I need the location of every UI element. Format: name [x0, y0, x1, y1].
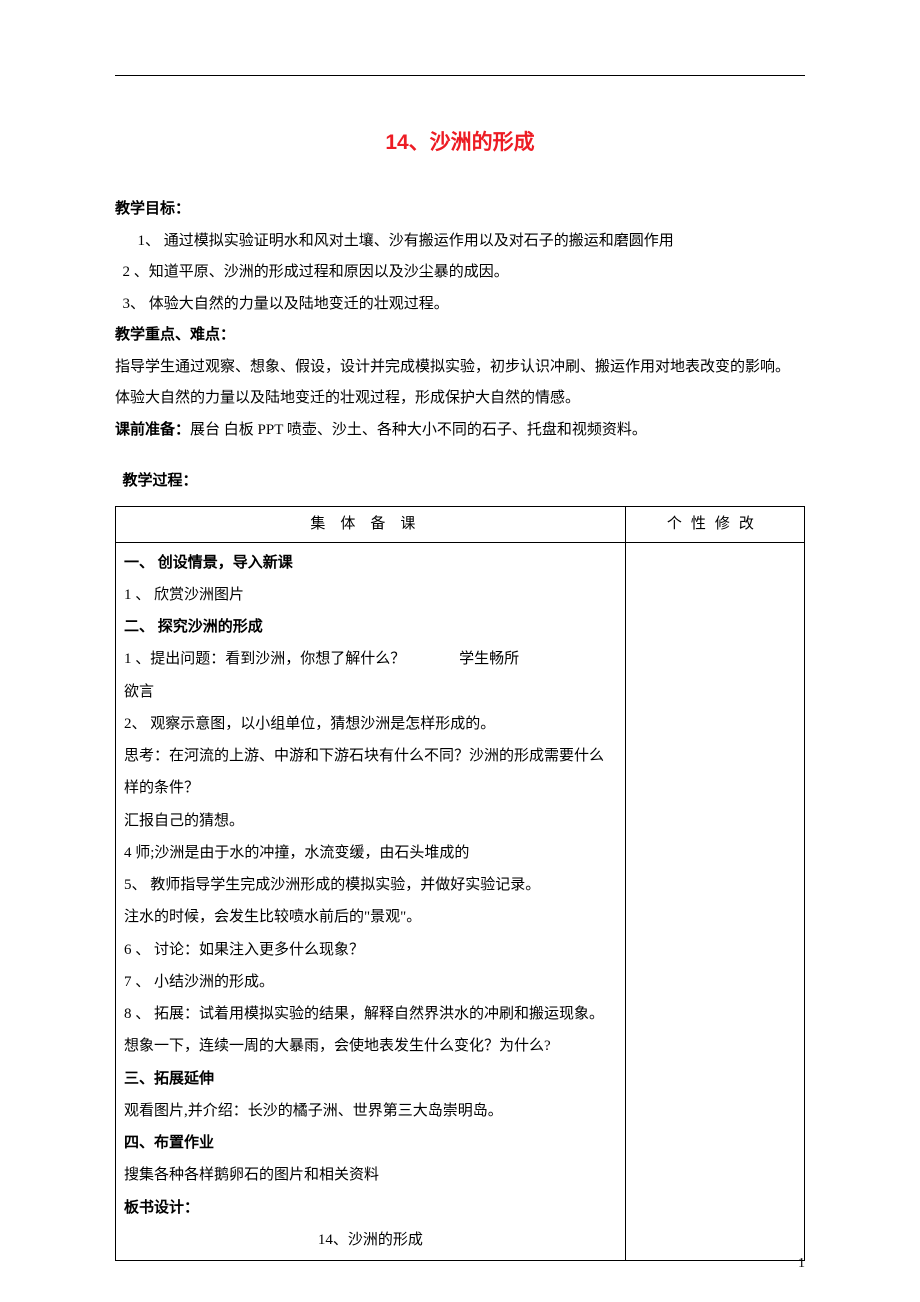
table-body-row: 一、 创设情景，导入新课 1 、 欣赏沙洲图片 二、 探究沙洲的形成 1 、提出… — [116, 542, 805, 1261]
line-5: 汇报自己的猜想。 — [124, 805, 617, 837]
line-11: 8 、 拓展：试着用模拟实验的结果，解释自然界洪水的冲刷和搬运现象。想象一下，连… — [124, 998, 617, 1063]
spacer — [115, 446, 805, 466]
line-3: 2、 观察示意图，以小组单位，猜想沙洲是怎样形成的。 — [124, 708, 617, 740]
section-4-heading: 四、布置作业 — [124, 1127, 617, 1159]
document-title: 14、沙洲的形成 — [115, 126, 805, 156]
line-13: 搜集各种各样鹅卵石的图片和相关资料 — [124, 1159, 617, 1191]
prep-text: 展台 白板 PPT 喷壶、沙土、各种大小不同的石子、托盘和视频资料。 — [190, 422, 647, 438]
goal-item-3: 3、 体验大自然的力量以及陆地变迁的壮观过程。 — [115, 289, 805, 321]
table-content-cell: 一、 创设情景，导入新课 1 、 欣赏沙洲图片 二、 探究沙洲的形成 1 、提出… — [116, 542, 626, 1261]
line-6: 4 师;沙洲是由于水的冲撞，水流变缓，由石头堆成的 — [124, 837, 617, 869]
page-container: 14、沙洲的形成 教学目标： 1、 通过模拟实验证明水和风对土壤、沙有搬运作用以… — [0, 0, 920, 1302]
table-notes-cell — [625, 542, 804, 1261]
page-number: 1 — [798, 1256, 805, 1272]
lesson-plan-table: 集体备课 个性修改 一、 创设情景，导入新课 1 、 欣赏沙洲图片 二、 探究沙… — [115, 506, 805, 1262]
goals-label: 教学目标： — [115, 194, 805, 226]
line-1: 1 、 欣赏沙洲图片 — [124, 579, 617, 611]
focus-label: 教学重点、难点： — [115, 320, 805, 352]
goal-item-2: 2 、知道平原、沙洲的形成过程和原因以及沙尘暴的成因。 — [115, 257, 805, 289]
prep-line: 课前准备：展台 白板 PPT 喷壶、沙土、各种大小不同的石子、托盘和视频资料。 — [115, 415, 805, 447]
focus-item-1: 指导学生通过观察、想象、假设，设计并完成模拟实验，初步认识冲刷、搬运作用对地表改… — [115, 352, 805, 384]
top-divider — [115, 75, 805, 76]
line-7: 5、 教师指导学生完成沙洲形成的模拟实验，并做好实验记录。 — [124, 869, 617, 901]
line-9: 6 、 讨论：如果注入更多什么现象？ — [124, 934, 617, 966]
line-12: 观看图片,并介绍：长沙的橘子洲、世界第三大岛崇明岛。 — [124, 1095, 617, 1127]
process-label: 教学过程： — [115, 466, 805, 498]
line-14: 14、沙洲的形成 — [124, 1224, 617, 1256]
focus-item-2: 体验大自然的力量以及陆地变迁的壮观过程，形成保护大自然的情感。 — [115, 383, 805, 415]
table-header-row: 集体备课 个性修改 — [116, 506, 805, 542]
line-2a-right: 学生畅所 — [459, 651, 519, 667]
board-design-heading: 板书设计： — [124, 1192, 617, 1224]
section-1-heading: 一、 创设情景，导入新课 — [124, 547, 617, 579]
section-2-heading: 二、 探究沙洲的形成 — [124, 611, 617, 643]
goal-item-1: 1、 通过模拟实验证明水和风对土壤、沙有搬运作用以及对石子的搬运和磨圆作用 — [115, 226, 805, 258]
table-header-right: 个性修改 — [625, 506, 804, 542]
line-4: 思考：在河流的上游、中游和下游石块有什么不同？沙洲的形成需要什么样的条件？ — [124, 740, 617, 805]
prep-label: 课前准备： — [115, 422, 190, 438]
line-2a: 1 、提出问题：看到沙洲，你想了解什么？学生畅所 — [124, 643, 617, 675]
line-2b: 欲言 — [124, 676, 617, 708]
line-2a-left: 1 、提出问题：看到沙洲，你想了解什么？ — [124, 643, 459, 675]
line-8: 注水的时候，会发生比较喷水前后的"景观"。 — [124, 901, 617, 933]
section-3-heading: 三、拓展延伸 — [124, 1063, 617, 1095]
table-header-left: 集体备课 — [116, 506, 626, 542]
line-10: 7 、 小结沙洲的形成。 — [124, 966, 617, 998]
